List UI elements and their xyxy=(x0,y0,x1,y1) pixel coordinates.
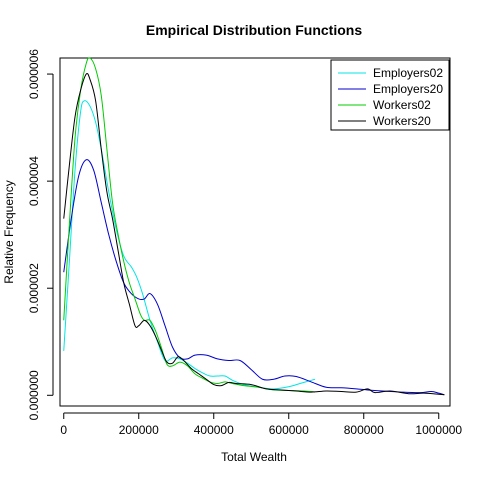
plot-frame xyxy=(59,57,451,407)
x-tick-label: 200000 xyxy=(119,423,159,437)
x-tick-label: 400000 xyxy=(194,423,234,437)
series-line-workers02 xyxy=(63,57,316,393)
legend-label-employers02: Employers02 xyxy=(373,66,443,80)
legend-label-workers20: Workers20 xyxy=(373,114,431,128)
x-tick-label: 600000 xyxy=(269,423,309,437)
legend-label-workers02: Workers02 xyxy=(373,98,431,112)
legend-label-employers20: Employers20 xyxy=(373,82,443,96)
series-line-employers02 xyxy=(63,100,316,390)
y-axis: 0.000000 0.000002 0.000004 0.000006 xyxy=(27,49,54,420)
y-tick-label: 0.000002 xyxy=(27,263,41,313)
y-tick-label: 0.000004 xyxy=(27,156,41,206)
x-tick-label: 800000 xyxy=(344,423,384,437)
x-axis-label: Total Wealth xyxy=(221,450,287,464)
x-tick-label: 0 xyxy=(60,423,67,437)
y-tick-label: 0.000000 xyxy=(27,370,41,420)
legend-box xyxy=(330,59,450,131)
legend: Employers02 Employers20 Workers02 Workers20 xyxy=(330,59,450,131)
series-line-workers20 xyxy=(63,73,445,396)
x-axis: 0 200000 400000 600000 800000 1000000 xyxy=(60,412,462,437)
series-line-employers20 xyxy=(63,159,445,396)
y-axis-label: Relative Frequency xyxy=(2,180,16,283)
x-tick-label: 1000000 xyxy=(415,423,462,437)
chart-title: Empirical Distribution Functions xyxy=(146,22,362,38)
y-tick-label: 0.000006 xyxy=(27,49,41,99)
series-layer xyxy=(63,57,445,396)
